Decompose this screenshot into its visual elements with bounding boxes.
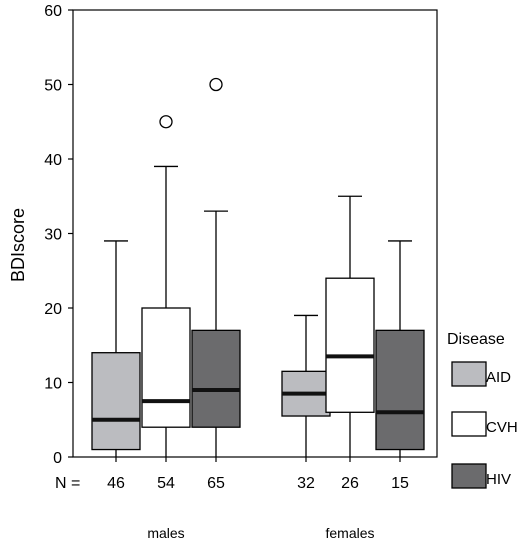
y-tick-label: 40 <box>44 152 62 169</box>
y-tick-label: 60 <box>44 3 62 20</box>
n-value: 26 <box>341 475 359 492</box>
iqr-box <box>141 307 191 428</box>
n-label: N = <box>55 475 80 492</box>
y-tick-label: 10 <box>44 376 62 393</box>
legend-item-aid: AID <box>451 361 511 387</box>
box-females-hiv <box>375 240 425 462</box>
iqr-box <box>191 329 241 428</box>
legend-swatch <box>451 411 487 437</box>
legend-title: Disease <box>447 331 505 348</box>
legend-label: HIV <box>486 471 511 488</box>
legend-item-hiv: HIV <box>451 463 511 489</box>
y-tick-label: 20 <box>44 301 62 318</box>
box-females-aid <box>281 314 331 462</box>
n-value: 32 <box>297 475 315 492</box>
n-value: 46 <box>107 475 125 492</box>
box-females-cvh <box>325 195 375 462</box>
group-label-females: females <box>325 525 374 541</box>
y-axis-label: BDIscore <box>8 208 28 282</box>
legend: Disease AID CVH HIV <box>447 331 518 489</box>
outlier-point <box>209 77 223 92</box>
group-label-males: males <box>147 525 184 541</box>
group-labels: males females <box>147 525 374 541</box>
outlier-point <box>159 115 173 129</box>
box-males-cvh <box>141 115 191 462</box>
y-tick-label: 30 <box>44 227 62 244</box>
box-males-hiv <box>191 77 241 462</box>
iqr-box <box>91 352 141 451</box>
y-tick-label: 0 <box>53 450 62 467</box>
iqr-box <box>375 329 425 451</box>
y-tick-label: 50 <box>44 78 62 95</box>
iqr-box <box>325 277 375 413</box>
legend-item-cvh: CVH <box>451 411 518 437</box>
sample-size-row: N = 46 54 65 32 26 15 <box>55 475 409 492</box>
n-value: 54 <box>157 475 175 492</box>
n-value: 15 <box>391 475 409 492</box>
legend-swatch <box>451 463 487 489</box>
legend-label: CVH <box>486 419 518 436</box>
n-value: 65 <box>207 475 225 492</box>
legend-swatch <box>451 361 487 387</box>
y-axis: 0 10 20 30 40 50 60 <box>44 3 73 467</box>
box-males-aid <box>91 240 141 462</box>
boxes <box>91 77 425 462</box>
legend-label: AID <box>486 369 511 386</box>
